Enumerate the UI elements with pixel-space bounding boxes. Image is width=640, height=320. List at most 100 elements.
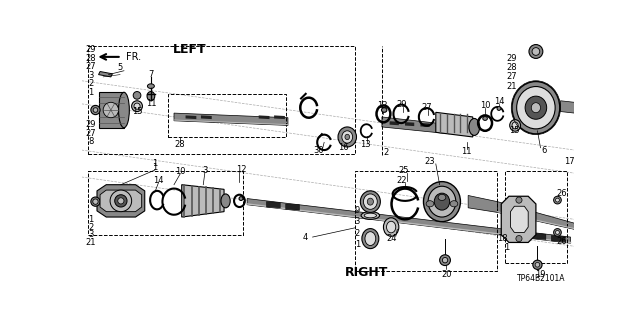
Ellipse shape bbox=[338, 127, 356, 147]
Ellipse shape bbox=[147, 84, 154, 88]
Text: 3: 3 bbox=[88, 71, 93, 80]
Text: 1: 1 bbox=[152, 163, 157, 172]
Text: 2: 2 bbox=[383, 148, 388, 157]
Text: 20: 20 bbox=[442, 269, 452, 278]
Ellipse shape bbox=[239, 196, 243, 201]
Ellipse shape bbox=[364, 213, 376, 218]
Ellipse shape bbox=[345, 134, 349, 140]
Ellipse shape bbox=[360, 191, 380, 212]
Ellipse shape bbox=[367, 198, 373, 205]
Polygon shape bbox=[100, 190, 141, 212]
Text: 3: 3 bbox=[88, 230, 93, 239]
Text: 15: 15 bbox=[509, 126, 520, 135]
Ellipse shape bbox=[110, 190, 132, 212]
Text: 26: 26 bbox=[557, 189, 568, 198]
Text: 12: 12 bbox=[237, 165, 247, 174]
Text: 27: 27 bbox=[86, 129, 96, 138]
Text: 2: 2 bbox=[88, 222, 93, 232]
Ellipse shape bbox=[428, 186, 456, 217]
Ellipse shape bbox=[115, 195, 127, 207]
Polygon shape bbox=[497, 202, 575, 229]
Text: 30: 30 bbox=[314, 146, 324, 155]
Polygon shape bbox=[285, 204, 300, 210]
Text: 23: 23 bbox=[424, 157, 435, 166]
Ellipse shape bbox=[556, 230, 559, 234]
Text: 10: 10 bbox=[175, 167, 186, 176]
Text: 9: 9 bbox=[355, 206, 360, 215]
Ellipse shape bbox=[342, 131, 353, 143]
Text: 27: 27 bbox=[421, 103, 432, 112]
Text: 11: 11 bbox=[146, 99, 156, 108]
Ellipse shape bbox=[533, 260, 542, 269]
Ellipse shape bbox=[91, 105, 100, 115]
Text: 21: 21 bbox=[86, 238, 96, 247]
Polygon shape bbox=[247, 198, 570, 243]
Polygon shape bbox=[186, 116, 196, 119]
Ellipse shape bbox=[512, 82, 560, 134]
Polygon shape bbox=[420, 123, 429, 127]
Ellipse shape bbox=[381, 108, 387, 112]
Ellipse shape bbox=[118, 198, 124, 204]
Ellipse shape bbox=[132, 101, 143, 112]
Polygon shape bbox=[436, 124, 445, 128]
Text: 12: 12 bbox=[377, 101, 387, 110]
Ellipse shape bbox=[556, 198, 559, 202]
Text: 15: 15 bbox=[132, 107, 143, 116]
Ellipse shape bbox=[531, 103, 541, 113]
Text: 2: 2 bbox=[355, 229, 360, 238]
Polygon shape bbox=[99, 71, 113, 77]
Text: 3: 3 bbox=[355, 217, 360, 226]
Polygon shape bbox=[99, 92, 124, 128]
Ellipse shape bbox=[91, 197, 100, 206]
Text: 1: 1 bbox=[152, 159, 157, 168]
Text: 4: 4 bbox=[302, 233, 308, 242]
Text: 11: 11 bbox=[461, 147, 472, 156]
Text: 28: 28 bbox=[175, 140, 186, 149]
Polygon shape bbox=[511, 206, 528, 232]
Text: 6: 6 bbox=[541, 146, 547, 155]
Text: 2: 2 bbox=[88, 79, 93, 88]
Text: 25: 25 bbox=[398, 166, 409, 175]
Text: 1: 1 bbox=[355, 240, 360, 249]
Ellipse shape bbox=[525, 96, 547, 119]
Ellipse shape bbox=[535, 262, 540, 267]
Ellipse shape bbox=[554, 196, 561, 204]
Polygon shape bbox=[266, 202, 280, 208]
Text: 26: 26 bbox=[557, 237, 568, 246]
Text: 18: 18 bbox=[497, 234, 508, 243]
Ellipse shape bbox=[442, 258, 448, 263]
Text: 13: 13 bbox=[360, 140, 371, 149]
Text: TP64B2101A: TP64B2101A bbox=[516, 274, 565, 283]
Ellipse shape bbox=[532, 48, 540, 55]
Ellipse shape bbox=[483, 116, 488, 120]
Text: 22: 22 bbox=[396, 176, 406, 185]
Ellipse shape bbox=[424, 182, 460, 222]
Text: 1: 1 bbox=[504, 243, 509, 252]
Text: 3: 3 bbox=[202, 166, 207, 175]
Ellipse shape bbox=[554, 228, 561, 236]
Polygon shape bbox=[468, 196, 497, 212]
Text: 14: 14 bbox=[493, 97, 504, 106]
Polygon shape bbox=[561, 101, 575, 113]
Ellipse shape bbox=[509, 120, 520, 131]
Text: 17: 17 bbox=[564, 157, 575, 166]
Ellipse shape bbox=[221, 194, 230, 208]
Polygon shape bbox=[97, 185, 145, 217]
Ellipse shape bbox=[147, 92, 155, 101]
Ellipse shape bbox=[118, 92, 129, 128]
Text: 28: 28 bbox=[506, 63, 516, 72]
Ellipse shape bbox=[450, 201, 458, 207]
Polygon shape bbox=[259, 116, 269, 119]
Polygon shape bbox=[405, 122, 414, 126]
Ellipse shape bbox=[469, 118, 480, 135]
Text: 8: 8 bbox=[88, 137, 93, 146]
Polygon shape bbox=[382, 117, 450, 134]
Text: 7: 7 bbox=[148, 70, 154, 79]
Text: 10: 10 bbox=[480, 101, 490, 110]
Text: 29: 29 bbox=[86, 120, 96, 129]
Polygon shape bbox=[551, 236, 565, 242]
Ellipse shape bbox=[383, 218, 399, 236]
Text: 29: 29 bbox=[506, 54, 516, 63]
Text: 19: 19 bbox=[535, 269, 546, 278]
Text: 1: 1 bbox=[88, 215, 93, 224]
